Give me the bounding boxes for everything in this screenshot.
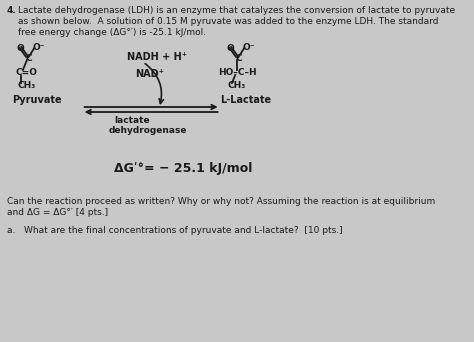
Text: 4.: 4. xyxy=(7,6,16,15)
Text: C: C xyxy=(25,54,32,63)
Text: CH₃: CH₃ xyxy=(227,81,246,90)
Text: ΔGʹ°= − 25.1 kJ/mol: ΔGʹ°= − 25.1 kJ/mol xyxy=(114,162,253,175)
Text: as shown below.  A solution of 0.15 M pyruvate was added to the enzyme LDH. The : as shown below. A solution of 0.15 M pyr… xyxy=(18,17,438,26)
Text: O⁻: O⁻ xyxy=(243,43,255,52)
Text: O⁻: O⁻ xyxy=(33,43,45,52)
Text: CH₃: CH₃ xyxy=(17,81,36,90)
FancyArrowPatch shape xyxy=(145,64,164,104)
Text: O: O xyxy=(226,44,234,53)
Text: L-Lactate: L-Lactate xyxy=(220,95,272,105)
Text: NADH + H⁺: NADH + H⁺ xyxy=(127,52,187,62)
Text: C: C xyxy=(235,54,242,63)
Text: lactate: lactate xyxy=(114,116,150,125)
Text: a.   What are the final concentrations of pyruvate and L-lactate?  [10 pts.]: a. What are the final concentrations of … xyxy=(7,226,342,235)
Text: Pyruvate: Pyruvate xyxy=(12,95,62,105)
Text: O: O xyxy=(16,44,24,53)
Text: Lactate dehydrogenase (LDH) is an enzyme that catalyzes the conversion of lactat: Lactate dehydrogenase (LDH) is an enzyme… xyxy=(18,6,455,15)
Text: free energy change (ΔG°′) is -25.1 kJ/mol.: free energy change (ΔG°′) is -25.1 kJ/mo… xyxy=(18,28,206,37)
Text: Can the reaction proceed as written? Why or why not? Assuming the reaction is at: Can the reaction proceed as written? Why… xyxy=(7,197,435,206)
Text: HO–C–H: HO–C–H xyxy=(218,68,257,77)
Text: NAD⁺: NAD⁺ xyxy=(135,69,164,79)
Text: C=O: C=O xyxy=(16,68,37,77)
Text: dehydrogenase: dehydrogenase xyxy=(109,126,187,135)
Text: and ΔG = ΔG°′ [4 pts.]: and ΔG = ΔG°′ [4 pts.] xyxy=(7,208,108,217)
